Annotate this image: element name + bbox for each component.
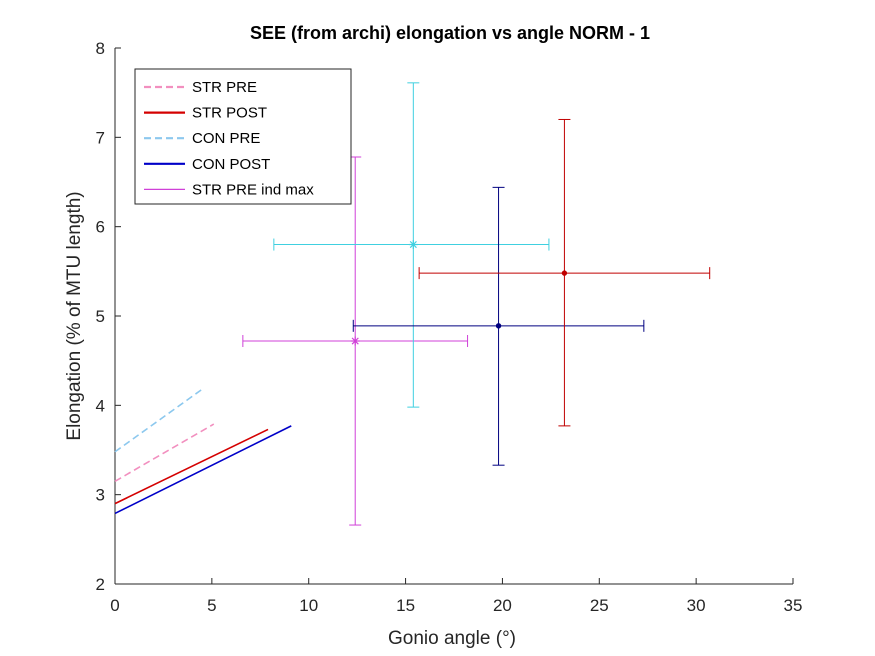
error-point <box>352 186 645 466</box>
x-tick-label: 10 <box>299 596 318 615</box>
series-line-con-pre <box>114 388 203 453</box>
legend-label: CON POST <box>192 156 270 173</box>
legend-entry: STR PRE ind max <box>144 181 314 198</box>
legend: STR PRE STR POST CON PRE CON POST STR PRE in… <box>134 68 352 205</box>
dot-marker <box>495 323 502 329</box>
star-marker <box>408 240 418 250</box>
series-lines <box>114 388 292 515</box>
y-tick-label: 6 <box>96 218 105 237</box>
error-point <box>242 156 469 526</box>
legend-label: STR POST <box>192 105 267 122</box>
error-point <box>418 118 711 427</box>
series-line-str-post <box>114 428 269 505</box>
chart-title: SEE (from archi) elongation vs angle NOR… <box>250 23 650 43</box>
star-marker <box>350 336 360 346</box>
legend-entry: CON PRE <box>144 130 260 147</box>
y-tick-label: 3 <box>96 486 105 505</box>
legend-entry: STR PRE <box>144 79 257 96</box>
x-tick-label: 35 <box>784 596 803 615</box>
legend-label: CON PRE <box>192 130 260 147</box>
x-tick-label: 25 <box>590 596 609 615</box>
x-axis-label: Gonio angle (°) <box>388 628 516 649</box>
legend-label: STR PRE ind max <box>192 181 314 198</box>
x-tick-label: 0 <box>110 596 119 615</box>
legend-box <box>134 68 352 205</box>
y-tick-label: 5 <box>96 307 105 326</box>
error-point <box>273 82 550 408</box>
x-tick-label: 5 <box>207 596 216 615</box>
series-line-str-pre <box>114 423 215 482</box>
x-tick-label: 30 <box>687 596 706 615</box>
y-axis-ticks: 2 3 4 5 6 7 8 <box>96 39 121 594</box>
y-tick-label: 2 <box>96 575 105 594</box>
series-line-con-post <box>114 425 292 515</box>
dot-marker <box>561 270 568 276</box>
y-tick-label: 4 <box>96 396 105 415</box>
legend-label: STR PRE <box>192 79 257 96</box>
y-tick-label: 8 <box>96 39 105 58</box>
y-tick-label: 7 <box>96 128 105 147</box>
x-tick-label: 20 <box>493 596 512 615</box>
x-tick-label: 15 <box>396 596 415 615</box>
x-axis-ticks: 0 5 10 15 20 25 30 35 <box>110 578 802 615</box>
error-points <box>242 82 711 526</box>
y-axis-label: Elongation (% of MTU length) <box>64 191 85 440</box>
legend-entry: STR POST <box>144 105 267 122</box>
legend-entry: CON POST <box>144 156 270 173</box>
